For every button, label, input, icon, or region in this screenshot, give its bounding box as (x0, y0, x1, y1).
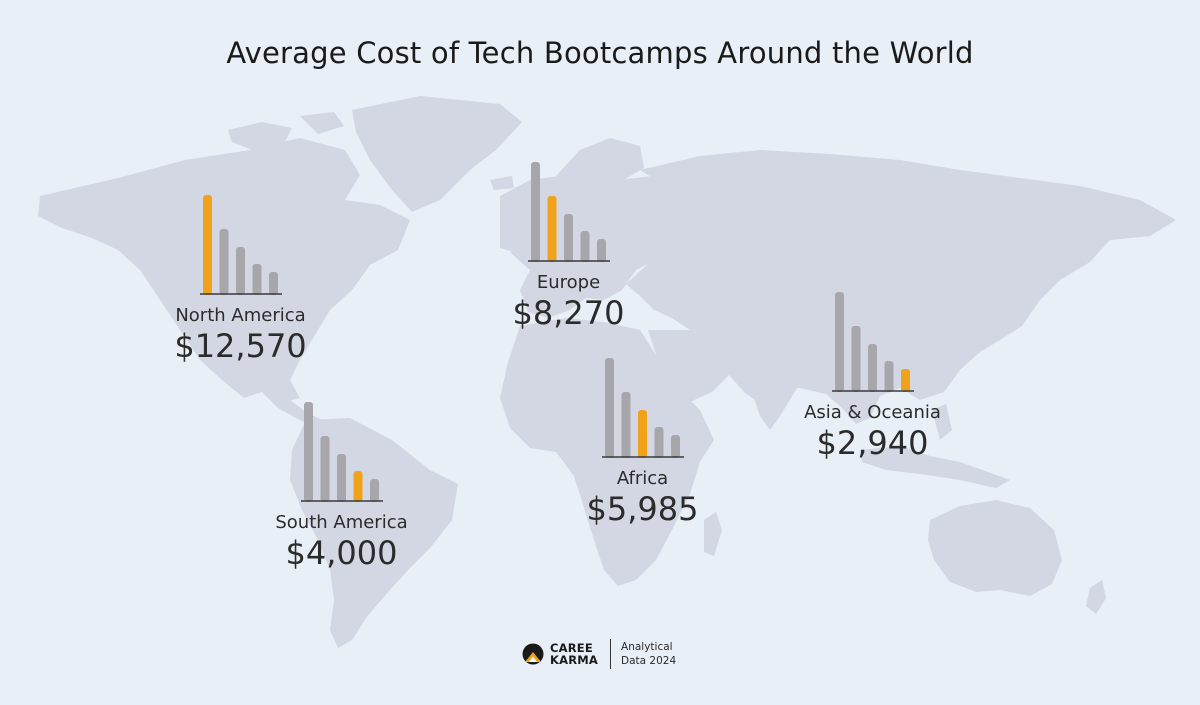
africa-value: $5,985 (587, 490, 699, 528)
asia-oceania-bar-3 (868, 344, 877, 392)
india-shape (742, 340, 806, 430)
europe-bar-3 (564, 214, 573, 262)
career-karma-logo-icon (522, 643, 544, 665)
chart-title: Average Cost of Tech Bootcamps Around th… (226, 36, 974, 70)
south-america-shape (290, 418, 458, 648)
region-africa: Africa$5,985 (587, 358, 699, 528)
south-america-bar-2 (320, 436, 330, 502)
asia-oceania-bar-4 (884, 361, 894, 392)
south-america-bar-5 (370, 479, 379, 502)
asia-oceania-bar-5 (901, 369, 910, 392)
japan-shape (1010, 262, 1040, 320)
north-america-bar-5 (269, 272, 278, 295)
north-america-value: $12,570 (174, 327, 306, 365)
data-note-line-1: Analytical (621, 641, 673, 653)
south-america-bar-4 (353, 471, 363, 502)
africa-bar-1 (605, 358, 614, 458)
africa-bar-5 (671, 435, 680, 458)
europe-bar-4 (580, 231, 590, 262)
south-america-bar-1 (304, 402, 313, 502)
sea-islands-shape (932, 404, 952, 440)
north-america-bar-3 (236, 247, 245, 295)
africa-bar-2 (621, 392, 631, 458)
europe-bar-5 (597, 239, 606, 262)
region-south-america: South America$4,000 (275, 402, 408, 572)
new-zealand-shape (1086, 580, 1106, 614)
north-america-bar-2 (219, 229, 229, 295)
europe-bar-1 (531, 162, 540, 262)
data-note: Analytical Data 2024 (621, 640, 676, 668)
region-north-america: North America$12,570 (174, 195, 307, 365)
north-america-bar-4 (252, 264, 262, 295)
iceland-shape (490, 176, 514, 190)
asia-oceania-bar-2 (851, 326, 861, 392)
south-america-value: $4,000 (286, 534, 398, 572)
africa-bar-3 (638, 410, 647, 458)
south-america-bar-3 (337, 454, 346, 502)
uk-shape (500, 210, 520, 252)
madagascar-shape (704, 512, 722, 556)
data-note-line-2: Data 2024 (621, 655, 677, 667)
south-america-label: South America (275, 512, 407, 533)
africa-label: Africa (617, 468, 668, 489)
scandinavia-shape (556, 138, 644, 210)
sea-islands-shape (860, 446, 1010, 488)
brand-line-1: CAREE (550, 641, 593, 655)
arctic-islands-shape (300, 112, 344, 134)
brand-line-2: KARMA (550, 653, 599, 667)
europe-value: $8,270 (513, 294, 625, 332)
arctic-islands-shape (228, 122, 292, 150)
asia-oceania-value: $2,940 (817, 424, 929, 462)
footer-divider (610, 639, 612, 669)
asia-oceania-bar-1 (835, 292, 844, 392)
region-asia-oceania: Asia & Oceania$2,940 (804, 292, 941, 462)
australia-shape (928, 500, 1062, 596)
asia-oceania-label: Asia & Oceania (804, 402, 941, 423)
north-america-label: North America (175, 305, 305, 326)
africa-bar-4 (654, 427, 664, 458)
europe-label: Europe (537, 272, 600, 293)
region-europe: Europe$8,270 (513, 162, 625, 332)
footer-branding: CAREE KARMA Analytical Data 2024 (522, 636, 676, 672)
greenland-shape (352, 96, 522, 212)
arabia-shape (648, 330, 732, 402)
europe-bar-2 (547, 196, 557, 262)
brand-name: CAREE KARMA (550, 642, 598, 666)
north-america-bar-1 (203, 195, 212, 295)
